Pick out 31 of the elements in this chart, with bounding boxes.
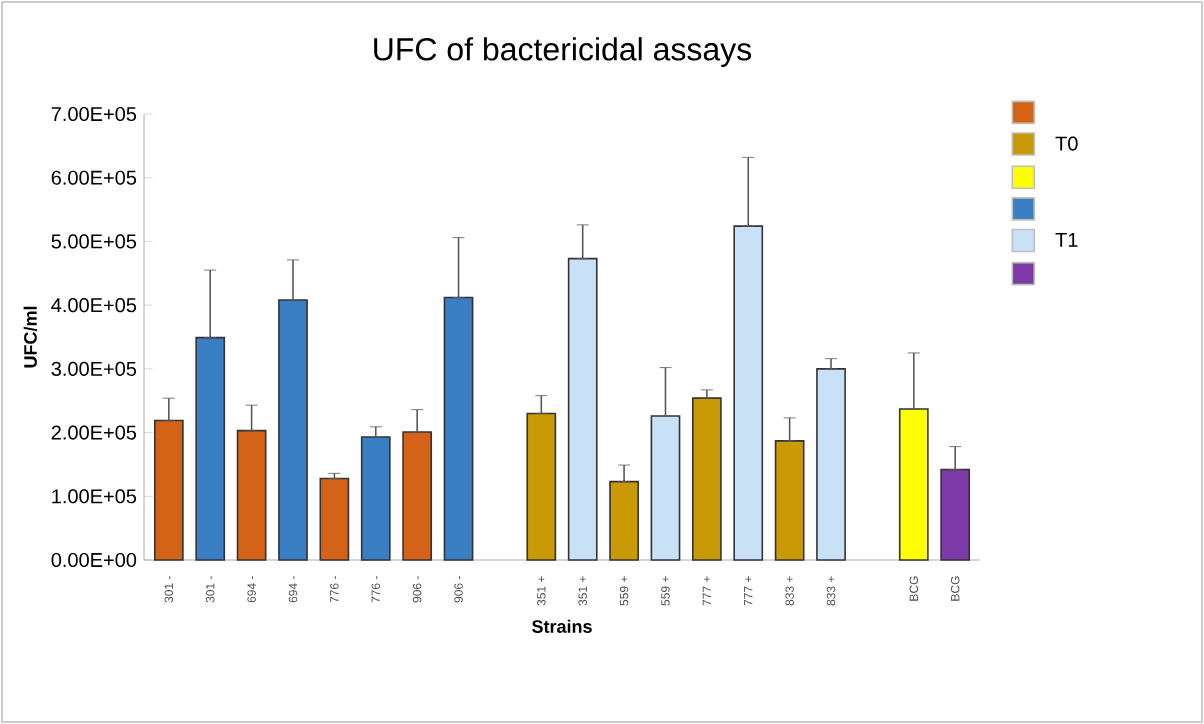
bar — [236, 429, 267, 561]
y-tick-label: 6.00E+05 — [51, 170, 137, 185]
y-tick-label: 7.00E+05 — [51, 106, 137, 122]
bar — [609, 480, 639, 561]
y-tick-label: 1.00E+05 — [52, 489, 137, 504]
y-axis-title: UFC/ml — [23, 306, 37, 368]
bar — [774, 440, 805, 561]
y-tick-label: 4.00E+05 — [51, 298, 137, 313]
x-axis-title: Strains — [532, 619, 592, 633]
bar — [402, 431, 433, 561]
bar — [650, 415, 681, 561]
bar — [940, 468, 971, 561]
bar — [153, 419, 184, 561]
bar — [319, 477, 350, 561]
y-tick-label: 2.00E+05 — [51, 425, 137, 440]
bar — [691, 397, 722, 561]
bar — [898, 408, 929, 561]
legend-label: T0 — [1055, 136, 1078, 151]
y-tick-label: 3.00E+05 — [51, 361, 137, 376]
y-tick-label: 5.00E+05 — [51, 234, 137, 249]
bar — [526, 412, 557, 561]
bar — [443, 296, 474, 561]
bar — [278, 299, 308, 561]
bar — [816, 368, 846, 561]
legend-label: T1 — [1055, 233, 1078, 247]
bar — [195, 336, 226, 561]
bar — [733, 225, 764, 561]
y-tick-label: 0.00E+00 — [51, 552, 137, 568]
bar — [567, 257, 598, 561]
bar — [360, 436, 391, 561]
chart-title: UFC of bactericidal assays — [374, 37, 752, 67]
